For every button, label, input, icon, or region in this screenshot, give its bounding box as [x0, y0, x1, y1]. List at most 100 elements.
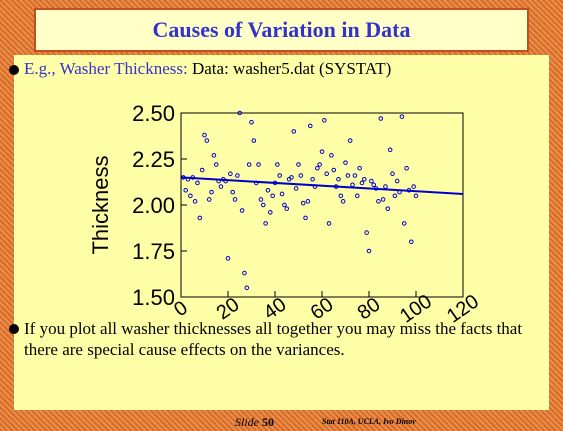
point — [235, 173, 240, 178]
point — [183, 187, 188, 193]
point — [364, 230, 369, 235]
point — [345, 173, 351, 178]
plot-frame — [180, 112, 464, 298]
point — [258, 197, 264, 202]
point — [336, 176, 341, 182]
point — [202, 132, 207, 138]
point — [354, 193, 360, 199]
point — [277, 173, 283, 178]
bullet-text: Data: washer5.dat (SYSTAT) — [191, 59, 392, 78]
point — [213, 162, 219, 167]
point — [265, 187, 271, 193]
point — [378, 116, 384, 121]
fit-line — [180, 176, 464, 195]
point — [359, 180, 365, 186]
point — [242, 270, 247, 276]
y-tick-label: 2.25 — [132, 147, 175, 172]
point — [296, 162, 301, 167]
point — [209, 189, 214, 195]
footer: Slide 50 — [235, 415, 274, 430]
bullet: E.g., Washer Thickness: Data: washer5.da… — [8, 59, 392, 79]
point — [362, 176, 367, 182]
point — [383, 184, 388, 189]
point — [199, 167, 205, 173]
point — [298, 173, 304, 178]
point — [218, 184, 224, 189]
point — [319, 149, 325, 154]
point — [293, 186, 299, 191]
point — [289, 175, 294, 180]
point — [307, 123, 313, 129]
point — [232, 197, 238, 202]
point — [326, 221, 332, 226]
point — [310, 176, 315, 182]
bullet-lead: E.g., Washer Thickness: — [24, 59, 188, 78]
point — [399, 114, 405, 119]
y-tick-label: 2.00 — [132, 193, 175, 218]
point — [322, 118, 327, 123]
point — [279, 191, 285, 197]
point — [340, 199, 346, 204]
point — [376, 199, 381, 204]
point — [251, 138, 257, 143]
point — [263, 221, 268, 226]
point — [268, 210, 273, 215]
point — [347, 138, 353, 143]
point — [411, 184, 416, 189]
point — [317, 162, 322, 167]
point — [282, 202, 287, 208]
point — [329, 153, 334, 158]
point — [195, 180, 200, 186]
point — [188, 193, 193, 199]
slide-title: Causes of Variation in Data — [34, 8, 529, 52]
point — [237, 110, 243, 116]
point — [206, 197, 212, 202]
point — [291, 129, 297, 134]
point — [275, 162, 280, 167]
point — [305, 199, 311, 204]
point — [404, 165, 409, 171]
point — [228, 171, 233, 177]
footer-number: 50 — [262, 415, 274, 429]
point — [300, 200, 306, 206]
point — [324, 171, 330, 177]
point — [387, 147, 393, 153]
point — [413, 193, 419, 199]
point — [357, 165, 362, 171]
point — [350, 182, 355, 188]
point — [284, 206, 290, 211]
y-tick-label: 1.75 — [132, 239, 175, 264]
content-panel — [14, 55, 549, 410]
point — [246, 162, 252, 167]
point — [401, 221, 407, 226]
footer-slide: Slide — [235, 415, 259, 429]
point — [256, 162, 261, 167]
point — [230, 189, 235, 195]
point — [315, 165, 320, 171]
point — [249, 119, 254, 125]
point — [343, 160, 348, 165]
point — [225, 256, 231, 261]
point — [371, 182, 377, 188]
point — [385, 206, 391, 211]
y-axis-title: Thickness — [88, 155, 113, 254]
point — [380, 197, 386, 202]
point — [338, 193, 344, 199]
point — [239, 208, 245, 213]
point — [369, 178, 374, 184]
point — [352, 173, 358, 178]
y-tick-label: 2.50 — [132, 101, 175, 126]
point — [244, 285, 250, 291]
y-tick-label: 1.50 — [132, 285, 175, 310]
point — [366, 248, 372, 254]
point — [260, 202, 266, 208]
point — [394, 178, 400, 184]
point — [409, 239, 414, 245]
point — [390, 171, 395, 177]
point — [204, 138, 210, 143]
point — [303, 215, 308, 221]
point — [331, 167, 337, 173]
point — [197, 215, 203, 221]
